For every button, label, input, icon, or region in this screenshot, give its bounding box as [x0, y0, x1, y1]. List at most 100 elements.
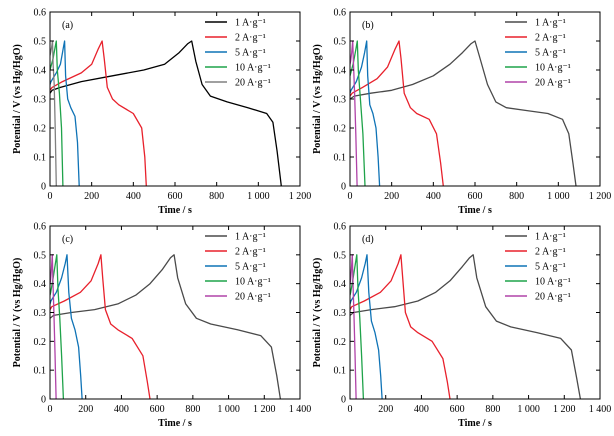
x-tick-label: 200	[384, 191, 399, 202]
y-tick-label: 0.3	[34, 95, 47, 106]
series-line-0	[50, 254, 282, 399]
y-axis-label: Potential / V (vs Hg/HgO)	[12, 44, 23, 154]
x-tick-label: 800	[185, 404, 200, 415]
x-axis-label: Time / s	[158, 418, 192, 429]
x-tick-label: 600	[168, 191, 183, 202]
series-line-4	[50, 254, 57, 399]
x-axis-label: Time / s	[458, 205, 492, 216]
legend-entry: 1 A·g⁻¹	[235, 18, 266, 29]
y-tick-label: 0.2	[34, 337, 47, 348]
x-tick-label: 600	[468, 191, 483, 202]
panel-label: (c)	[62, 234, 73, 245]
legend-entry: 2 A·g⁻¹	[235, 33, 266, 44]
series-line-2	[50, 40, 80, 186]
y-tick-label: 0.6	[34, 8, 47, 19]
y-tick-label: 0.4	[34, 279, 47, 290]
series-line-3	[350, 254, 365, 399]
x-tick-label: 0	[348, 191, 353, 202]
y-tick-label: 0.4	[334, 279, 347, 290]
x-tick-label: 200	[78, 404, 93, 415]
series-line-1	[350, 254, 451, 399]
x-tick-label: 1 000	[517, 404, 540, 415]
x-tick-label: 1 000	[217, 404, 240, 415]
legend-entry: 20 A·g⁻¹	[235, 292, 271, 303]
x-tick-label: 1 000	[247, 191, 270, 202]
x-tick-label: 0	[48, 191, 53, 202]
x-tick-label: 600	[450, 404, 465, 415]
legend-entry: 5 A·g⁻¹	[235, 48, 266, 59]
legend-entry: 1 A·g⁻¹	[535, 232, 566, 243]
series-line-0	[50, 40, 282, 186]
series-line-0	[350, 254, 582, 399]
legend-entry: 10 A·g⁻¹	[535, 277, 571, 288]
legend-entry: 20 A·g⁻¹	[535, 292, 571, 303]
y-tick-label: 0.3	[334, 95, 347, 106]
panel-label: (d)	[362, 234, 374, 245]
chart-panel-2: 0 200 400 600 800 1 000 1 200 1 400 0 0.1 0.2 0.3 0.…	[12, 222, 311, 430]
y-tick-label: 0.6	[34, 222, 47, 233]
x-tick-label: 1 200	[289, 191, 312, 202]
legend-entry: 5 A·g⁻¹	[235, 262, 266, 273]
y-tick-label: 0.6	[334, 8, 347, 19]
legend: 1 A·g⁻¹ 2 A·g⁻¹ 5 A·g⁻¹ 10 A·g⁻¹ 20 A·g⁻¹	[205, 18, 271, 89]
series-line-4	[350, 40, 358, 186]
y-tick-label: 0.3	[34, 308, 47, 319]
chart-panel-0: 0 200 400 600 800 1 000 1 200 0 0.1 0.2 0.3 0.4 0.5 0…	[12, 8, 311, 217]
x-tick-label: 1 000	[547, 191, 570, 202]
y-tick-label: 0.5	[334, 250, 347, 261]
series-line-1	[50, 254, 151, 399]
x-tick-label: 1 200	[553, 404, 576, 415]
y-tick-label: 0.2	[334, 124, 347, 135]
x-tick-label: 0	[348, 404, 353, 415]
legend-entry: 1 A·g⁻¹	[535, 18, 566, 29]
y-tick-label: 0.4	[334, 66, 347, 77]
y-tick-label: 0	[341, 182, 346, 193]
series-line-4	[50, 40, 57, 186]
y-tick-label: 0.1	[334, 153, 347, 164]
legend: 1 A·g⁻¹ 2 A·g⁻¹ 5 A·g⁻¹ 10 A·g⁻¹ 20 A·g⁻¹	[505, 18, 571, 89]
legend-entry: 20 A·g⁻¹	[535, 78, 571, 89]
y-tick-label: 0.4	[34, 66, 47, 77]
series-line-3	[50, 40, 64, 186]
legend-entry: 2 A·g⁻¹	[235, 247, 266, 258]
chart-panel-3: 0 200 400 600 800 1 000 1 200 1 400 0 0.1 0.2 0.3 0.…	[312, 222, 611, 430]
series-line-1	[50, 40, 147, 186]
y-axis-label: Potential / V (vs Hg/HgO)	[12, 258, 23, 368]
y-tick-label: 0	[41, 182, 46, 193]
legend-entry: 10 A·g⁻¹	[235, 63, 271, 74]
legend-entry: 2 A·g⁻¹	[535, 247, 566, 258]
y-tick-label: 0.1	[34, 366, 47, 377]
series-line-0	[350, 40, 577, 186]
y-tick-label: 0	[341, 395, 346, 406]
legend-entry: 20 A·g⁻¹	[235, 78, 271, 89]
series-line-4	[350, 254, 357, 399]
panel-label: (b)	[362, 20, 374, 31]
y-tick-label: 0	[41, 395, 46, 406]
x-tick-label: 200	[378, 404, 393, 415]
x-tick-label: 0	[48, 404, 53, 415]
x-tick-label: 400	[126, 191, 141, 202]
x-tick-label: 800	[209, 191, 224, 202]
panel-label: (a)	[62, 20, 73, 31]
series-line-2	[350, 40, 381, 186]
y-tick-label: 0.6	[334, 222, 347, 233]
y-tick-label: 0.3	[334, 308, 347, 319]
x-tick-label: 600	[150, 404, 165, 415]
x-axis-label: Time / s	[458, 418, 492, 429]
x-tick-label: 800	[485, 404, 500, 415]
y-tick-label: 0.5	[334, 37, 347, 48]
chart-panel-1: 0 200 400 600 800 1 000 1 200 0 0.1 0.2 0.3 0.4 0.5 0…	[312, 8, 611, 217]
y-tick-label: 0.1	[34, 153, 47, 164]
y-tick-label: 0.2	[34, 124, 47, 135]
x-tick-label: 400	[426, 191, 441, 202]
series-line-2	[50, 254, 83, 399]
y-axis-label: Potential / V (vs Hg/HgO)	[312, 258, 323, 368]
x-tick-label: 800	[509, 191, 524, 202]
legend-entry: 10 A·g⁻¹	[235, 277, 271, 288]
legend: 1 A·g⁻¹ 2 A·g⁻¹ 5 A·g⁻¹ 10 A·g⁻¹ 20 A·g⁻¹	[205, 232, 271, 303]
x-tick-label: 1 200	[253, 404, 276, 415]
legend-entry: 2 A·g⁻¹	[535, 33, 566, 44]
y-tick-label: 0.1	[334, 366, 347, 377]
legend-entry: 10 A·g⁻¹	[535, 63, 571, 74]
